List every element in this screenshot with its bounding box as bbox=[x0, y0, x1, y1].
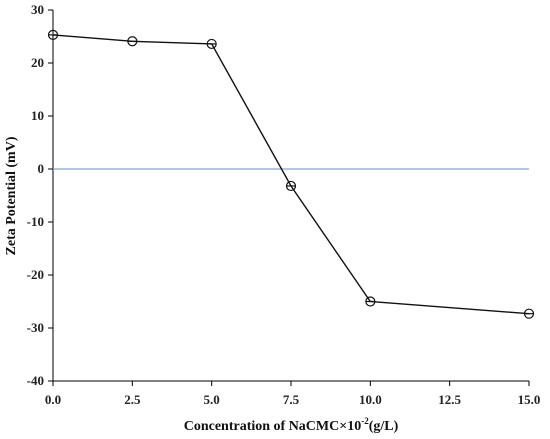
y-tick-label: -30 bbox=[27, 320, 44, 335]
data-point bbox=[523, 308, 535, 319]
x-tick-label: 12.5 bbox=[438, 392, 461, 407]
x-tick-label: 5.0 bbox=[204, 392, 220, 407]
series-line bbox=[52, 34, 530, 315]
x-axis-title-superscript: -2 bbox=[361, 416, 369, 426]
y-tick-label: -20 bbox=[27, 267, 44, 282]
data-point bbox=[365, 296, 376, 307]
plot-area: 30 20 10 0 -10 -20 -30 -400.0 2.5 5.0 7.5 10.0 12.5 1… bbox=[27, 2, 541, 407]
x-tick-label: 10.0 bbox=[359, 392, 382, 407]
y-axis-title: Zeta Potential (mV) bbox=[4, 136, 19, 255]
y-tick-label: 20 bbox=[31, 55, 44, 70]
x-axis-title-main: Concentration of NaCMC×10 bbox=[184, 419, 362, 434]
y-tick-label: 30 bbox=[31, 2, 44, 17]
y-tick-label: -10 bbox=[27, 214, 44, 229]
x-tick-label: 15.0 bbox=[518, 392, 541, 407]
x-axis-title: Concentration of NaCMC×10-2(g/L) bbox=[184, 416, 399, 434]
x-tick-label: 7.5 bbox=[283, 392, 300, 407]
data-point bbox=[47, 29, 59, 41]
x-tick-label: 2.5 bbox=[124, 392, 141, 407]
y-tick-label: -40 bbox=[27, 373, 44, 388]
data-point bbox=[127, 36, 138, 47]
x-axis-title-unit: (g/L) bbox=[369, 419, 399, 434]
y-tick-label: 10 bbox=[31, 108, 44, 123]
data-point bbox=[206, 38, 217, 50]
data-point bbox=[285, 180, 297, 192]
x-tick-label: 0.0 bbox=[45, 392, 61, 407]
y-tick-label: 0 bbox=[38, 161, 45, 176]
